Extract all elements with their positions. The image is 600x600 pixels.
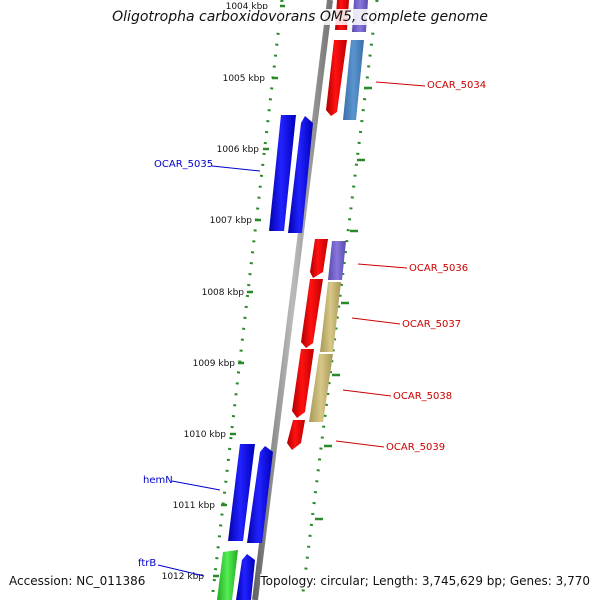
ruler-label: 1009 kbp <box>193 359 236 369</box>
genome-summary-text: Topology: circular; Length: 3,745,629 bp… <box>260 574 590 588</box>
gene-ocar-5039[interactable] <box>287 420 305 450</box>
gene-ocar-5038-a[interactable] <box>292 349 314 418</box>
ruler-ticks <box>213 4 285 578</box>
ruler-labels: 1004 kbp 1005 kbp 1006 kbp 1007 kbp 1008… <box>162 2 269 582</box>
gene-ocar-5036-a[interactable] <box>310 239 328 278</box>
gene-label-ocar-5039[interactable]: OCAR_5039 <box>386 442 445 453</box>
gene-label-hemN[interactable]: hemN <box>143 475 173 486</box>
left-dotted-guide <box>210 0 284 600</box>
ruler-label: 1004 kbp <box>226 2 269 12</box>
gene-label-ocar-5034[interactable]: OCAR_5034 <box>427 80 486 91</box>
gene-label-ocar-5035[interactable]: OCAR_5035 <box>154 159 213 170</box>
gene-hemN-b[interactable] <box>247 446 273 543</box>
ruler-label: 1012 kbp <box>162 572 205 582</box>
gene-labels: OCAR_5035 hemN ftrB OCAR_5034 OCAR_5036 … <box>138 80 486 569</box>
ruler-label: 1011 kbp <box>173 501 216 511</box>
accession-text: Accession: NC_011386 <box>9 574 146 588</box>
gene-ocar-5037-a[interactable] <box>301 279 323 348</box>
gene-label-ocar-5038[interactable]: OCAR_5038 <box>393 391 452 402</box>
map-title: Oligotropha carboxidovorans OM5, complet… <box>0 9 600 25</box>
ruler-label: 1007 kbp <box>210 216 253 226</box>
gene-ocar-5035-b[interactable] <box>288 116 313 233</box>
gene-hemN-a[interactable] <box>228 444 255 541</box>
forward-strand-genes <box>217 115 313 600</box>
gene-ftrB-a[interactable] <box>217 550 238 600</box>
gene-ocar-5038-b[interactable] <box>309 354 333 422</box>
ruler-label: 1008 kbp <box>202 288 245 298</box>
gene-ocar-5034-a[interactable] <box>326 40 347 116</box>
right-dotted-guide <box>300 0 379 600</box>
gene-ocar-5036-b[interactable] <box>328 241 346 280</box>
gene-ftrB-b[interactable] <box>236 554 255 600</box>
leader-lines <box>157 81 426 577</box>
gene-label-ocar-5036[interactable]: OCAR_5036 <box>409 263 468 274</box>
genome-backbone <box>252 0 333 600</box>
right-ticks <box>315 86 372 521</box>
gene-ocar-5037-b[interactable] <box>320 282 341 352</box>
gene-label-ftrB[interactable]: ftrB <box>138 558 156 569</box>
ruler-label: 1006 kbp <box>217 145 260 155</box>
gene-ocar-5035-a[interactable] <box>269 115 296 231</box>
ruler-label: 1010 kbp <box>184 430 227 440</box>
gene-ocar-5034-b[interactable] <box>343 40 364 120</box>
ruler-label: 1005 kbp <box>223 74 266 84</box>
gene-label-ocar-5037[interactable]: OCAR_5037 <box>402 319 461 330</box>
